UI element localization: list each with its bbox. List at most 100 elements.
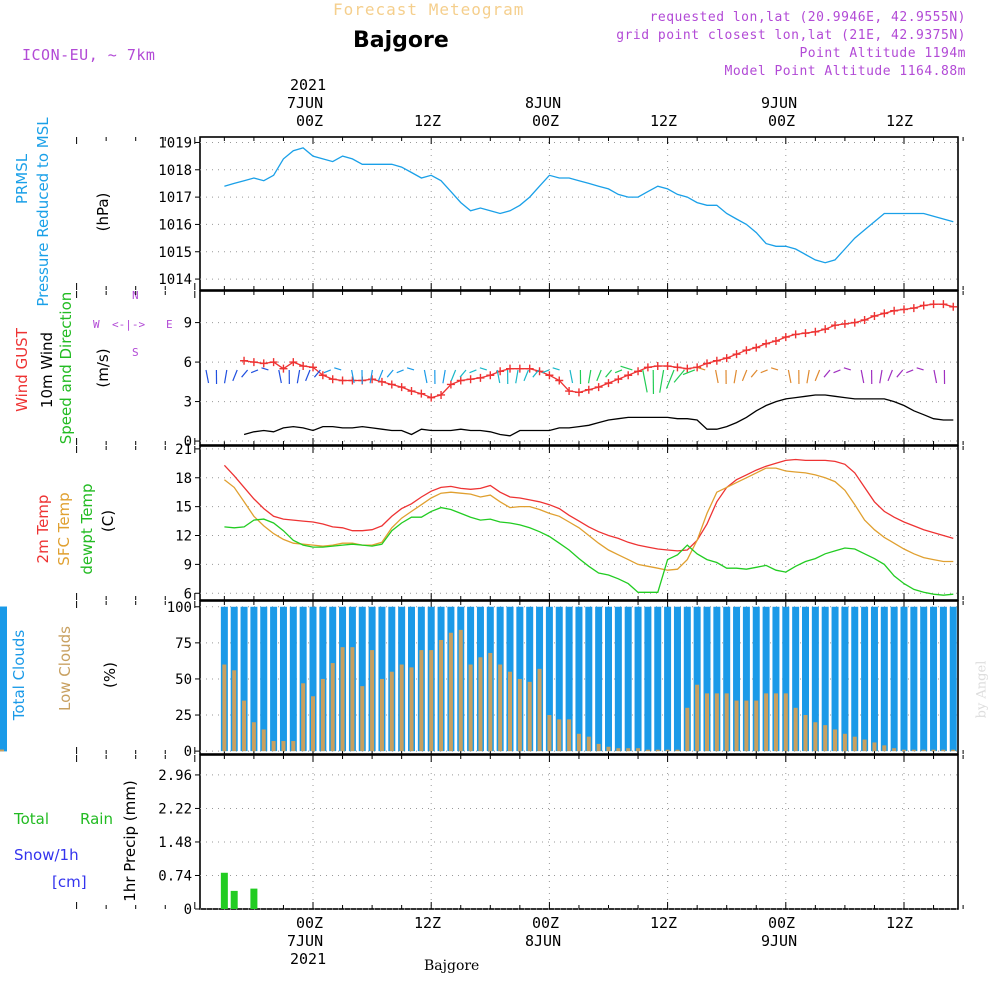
low-cloud-bar: [685, 707, 690, 752]
gust-marker: [703, 359, 711, 368]
low-cloud-bar: [517, 678, 522, 752]
low-cloud-bar: [695, 684, 700, 752]
gust-marker: [801, 329, 810, 338]
precip-ytick-label: 0: [184, 902, 192, 918]
compass-arrows: <-|->: [112, 318, 146, 331]
total-cloud-bar: [683, 606, 691, 752]
wind-arrow: [313, 369, 321, 378]
pressure-ytick-label: 1019: [158, 135, 192, 151]
total-cloud-bar: [279, 606, 287, 752]
gust-marker: [624, 371, 633, 380]
low-cloud-bar: [478, 657, 483, 752]
top-hour-3: 00Z: [768, 112, 796, 130]
low-cloud-bar: [468, 664, 473, 752]
total-cloud-bar: [890, 606, 898, 752]
wind-arrow: [532, 369, 540, 378]
wind-arrow: [469, 369, 477, 374]
top-year-label: 2021: [290, 76, 327, 94]
top-day-1: 7JUN: [287, 94, 324, 112]
gust-marker: [752, 343, 761, 352]
wind-arrow: [459, 369, 467, 378]
wind-arrow: [698, 367, 706, 371]
total-cloud-bar: [624, 606, 632, 752]
wind-ytick-label: 6: [184, 355, 192, 371]
wind-arrow: [833, 369, 841, 374]
gust-marker: [269, 358, 278, 367]
wind-arrow: [750, 369, 758, 378]
low-cloud-bar: [330, 663, 335, 752]
wind-arrow: [823, 369, 831, 378]
total-cloud-bar: [939, 606, 947, 752]
low-cloud-bar: [862, 739, 867, 752]
wind-arrow: [760, 369, 768, 374]
wind-arrow: [479, 367, 487, 371]
wind-arrow: [715, 369, 719, 384]
wind-arrow: [450, 369, 457, 382]
compass-w: W: [93, 318, 100, 331]
total-cloud-bar: [240, 606, 248, 752]
total-cloud-bar: [713, 606, 721, 752]
total-cloud-bar: [605, 606, 612, 752]
gust-marker: [791, 330, 800, 339]
wind-arrow: [296, 369, 301, 384]
clouds-ytick-label: 50: [175, 672, 192, 688]
total-cloud-bar: [575, 606, 583, 752]
bottom-noon-1: 12Z: [414, 914, 442, 932]
wind-arrow: [596, 369, 602, 382]
wind-arrow: [496, 369, 501, 384]
temperature-ytick-label: 12: [175, 529, 192, 545]
wind-ytick-label: 0: [184, 434, 192, 450]
low-cloud-bar: [892, 748, 897, 752]
wind-arrow: [806, 369, 810, 384]
wind-arrow: [787, 369, 792, 384]
total-cloud-bar: [802, 606, 809, 752]
gust-marker: [742, 346, 751, 355]
low-cloud-bar: [498, 664, 503, 752]
wind-line: [243, 394, 954, 437]
low-cloud-bar: [734, 700, 739, 752]
gust-marker: [860, 315, 869, 324]
gust-marker: [506, 364, 514, 373]
gust-marker: [377, 377, 386, 386]
total-cloud-bar: [378, 606, 386, 752]
gust-marker: [535, 367, 544, 376]
low-cloud-bar: [636, 748, 641, 752]
wind-arrow: [423, 369, 428, 384]
low-cloud-bar: [882, 745, 887, 752]
total-cloud-bar: [516, 606, 524, 752]
temperature-ytick-label: 9: [184, 557, 192, 573]
precip-frame: [199, 754, 959, 910]
gust-marker: [437, 390, 446, 399]
gust-marker: [939, 300, 948, 309]
gust-marker: [368, 375, 377, 384]
wind-arrow: [642, 369, 648, 393]
gust-marker: [712, 356, 721, 365]
pressure-ytick-label: 1018: [158, 163, 192, 179]
bottom-hour-2: 00Z: [532, 914, 560, 932]
gust-marker: [831, 321, 840, 330]
gust-marker: [919, 301, 928, 310]
wind-arrow: [323, 369, 332, 374]
gust-marker: [525, 364, 534, 373]
gust-marker: [840, 319, 849, 328]
wind-arrow: [377, 369, 384, 382]
total-cloud-bar: [545, 606, 553, 752]
wind-arrow: [614, 369, 623, 374]
gust-marker: [565, 387, 574, 396]
rain-bar: [230, 890, 238, 909]
total-cloud-bar: [880, 606, 888, 752]
wind-arrow: [569, 369, 574, 384]
total-cloud-bar: [270, 606, 278, 752]
gust-marker: [722, 354, 731, 363]
total-cloud-bar: [851, 606, 859, 752]
total-cloud-bar: [782, 606, 790, 752]
total-cloud-bar: [870, 606, 878, 752]
model-altitude: Model Point Altitude 1164.88m: [724, 64, 966, 79]
bottom-year-label: 2021: [290, 950, 327, 968]
gust-marker: [397, 383, 406, 392]
temp-2m-line: [223, 458, 954, 552]
low-cloud-bar: [724, 693, 729, 752]
wind-arrow: [933, 369, 938, 384]
wind-arrow: [442, 369, 446, 384]
rain-bar: [220, 872, 228, 909]
